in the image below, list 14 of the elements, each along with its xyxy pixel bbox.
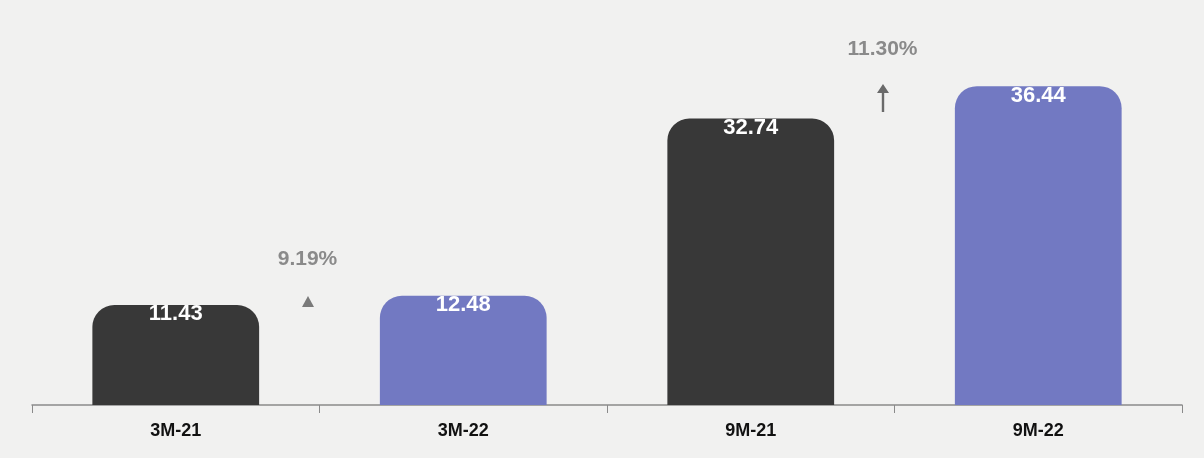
- x-tick-label: 3M-21: [150, 420, 202, 440]
- data-label: 12.48: [435, 291, 491, 317]
- bar: [379, 295, 547, 405]
- x-tick-label: 9M-21: [725, 420, 777, 440]
- annotation: 9.19%: [277, 245, 338, 270]
- x-tick-label: 3M-22: [437, 420, 489, 440]
- data-label: 11.43: [148, 300, 203, 326]
- data-label: 36.44: [1010, 81, 1067, 107]
- text: 11.30%: [847, 36, 918, 61]
- bar: [667, 118, 835, 405]
- bar: [92, 304, 260, 405]
- data-label: 32.74: [723, 114, 780, 140]
- x-tick-label: 9M-22: [1012, 420, 1064, 440]
- bar: [954, 86, 1122, 405]
